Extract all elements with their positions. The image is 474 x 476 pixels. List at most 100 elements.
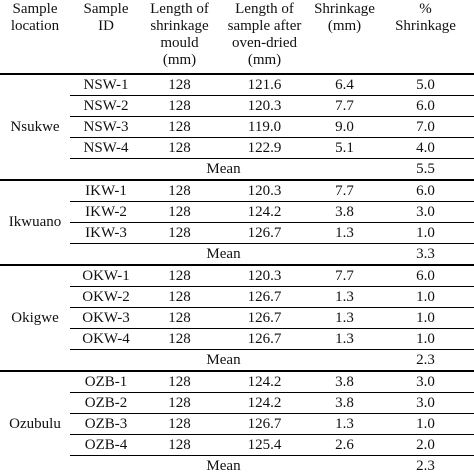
- header-line: Sample: [70, 1, 142, 18]
- data-cell: 3.8: [312, 371, 377, 393]
- data-cell: 1.3: [312, 223, 377, 244]
- data-cell: 120.3: [217, 96, 312, 117]
- data-cell: 3.0: [377, 202, 474, 223]
- location-cell: Ozubulu: [0, 371, 70, 476]
- data-cell: 3.0: [377, 371, 474, 393]
- data-cell: OKW-1: [70, 265, 142, 287]
- header-line: ID: [70, 18, 142, 35]
- mean-label: Mean: [70, 159, 377, 181]
- data-cell: 4.0: [377, 138, 474, 159]
- data-cell: 128: [142, 308, 217, 329]
- data-cell: 126.7: [217, 287, 312, 308]
- location-cell: Ikwuano: [0, 180, 70, 265]
- header-cell: Shrinkage(mm): [312, 0, 377, 74]
- data-cell: 1.3: [312, 414, 377, 435]
- data-cell: IKW-1: [70, 180, 142, 202]
- data-cell: NSW-3: [70, 117, 142, 138]
- data-cell: 1.3: [312, 308, 377, 329]
- location-cell: Okigwe: [0, 265, 70, 371]
- mean-value: 5.5: [377, 159, 474, 181]
- header-line: Sample: [0, 1, 70, 18]
- data-cell: 128: [142, 138, 217, 159]
- header-line: oven-dried: [217, 35, 312, 52]
- data-cell: 3.8: [312, 393, 377, 414]
- data-cell: 128: [142, 117, 217, 138]
- data-cell: 5.0: [377, 74, 474, 96]
- header-line: shrinkage: [142, 18, 217, 35]
- data-cell: 122.9: [217, 138, 312, 159]
- data-cell: 128: [142, 74, 217, 96]
- data-cell: 120.3: [217, 265, 312, 287]
- data-cell: 6.0: [377, 180, 474, 202]
- data-cell: 7.7: [312, 265, 377, 287]
- data-cell: 128: [142, 96, 217, 117]
- data-cell: 1.0: [377, 414, 474, 435]
- data-cell: 128: [142, 371, 217, 393]
- data-cell: OZB-3: [70, 414, 142, 435]
- data-cell: 9.0: [312, 117, 377, 138]
- data-cell: 126.7: [217, 414, 312, 435]
- data-cell: 1.3: [312, 329, 377, 350]
- data-cell: 126.7: [217, 308, 312, 329]
- data-cell: 126.7: [217, 329, 312, 350]
- data-cell: 128: [142, 265, 217, 287]
- header-cell: %Shrinkage: [377, 0, 474, 74]
- data-cell: 128: [142, 202, 217, 223]
- data-cell: 1.0: [377, 308, 474, 329]
- data-cell: OKW-2: [70, 287, 142, 308]
- data-cell: 128: [142, 393, 217, 414]
- header-line: mould: [142, 35, 217, 52]
- header-line: (mm): [217, 52, 312, 69]
- data-cell: 128: [142, 329, 217, 350]
- mean-label: Mean: [70, 244, 377, 266]
- data-cell: 3.8: [312, 202, 377, 223]
- data-cell: 119.0: [217, 117, 312, 138]
- mean-value: 2.3: [377, 350, 474, 372]
- data-cell: 128: [142, 180, 217, 202]
- data-cell: NSW-1: [70, 74, 142, 96]
- data-cell: 124.2: [217, 202, 312, 223]
- data-cell: 6.0: [377, 96, 474, 117]
- data-cell: 7.7: [312, 96, 377, 117]
- data-cell: 120.3: [217, 180, 312, 202]
- mean-label: Mean: [70, 456, 377, 476]
- header-line: Length of: [142, 1, 217, 18]
- data-cell: 128: [142, 287, 217, 308]
- data-cell: OZB-1: [70, 371, 142, 393]
- header-line: sample after: [217, 18, 312, 35]
- data-cell: NSW-2: [70, 96, 142, 117]
- data-cell: 128: [142, 435, 217, 456]
- data-cell: 1.0: [377, 223, 474, 244]
- header-line: location: [0, 18, 70, 35]
- data-cell: 2.0: [377, 435, 474, 456]
- data-cell: 128: [142, 223, 217, 244]
- header-line: Length of: [217, 1, 312, 18]
- mean-value: 3.3: [377, 244, 474, 266]
- data-cell: 124.2: [217, 393, 312, 414]
- data-cell: 121.6: [217, 74, 312, 96]
- data-cell: 3.0: [377, 393, 474, 414]
